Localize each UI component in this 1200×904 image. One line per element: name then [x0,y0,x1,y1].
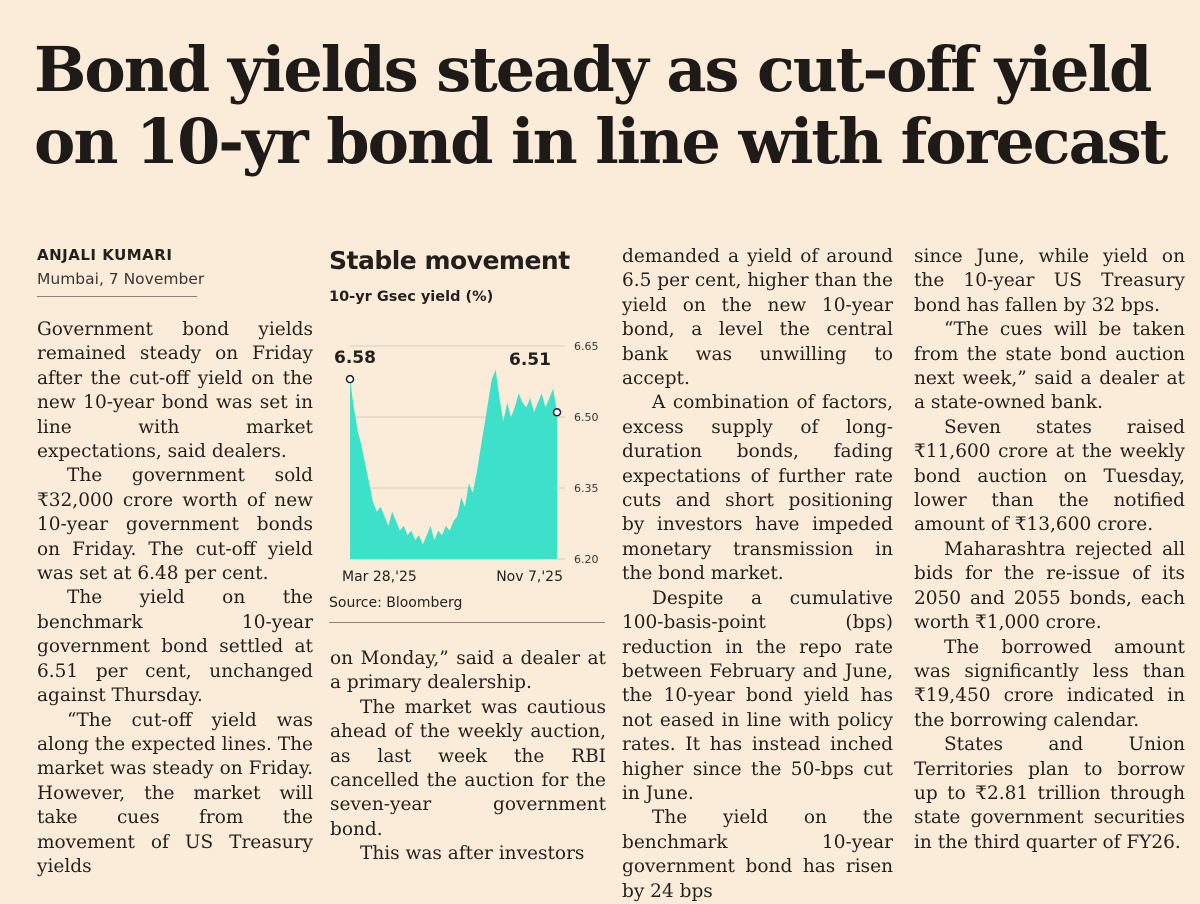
headline: Bond yields steady as cut-off yield on 1… [34,34,1184,178]
paragraph: The market was cautious ahead of the wee… [330,696,606,840]
byline-author: ANJALI KUMARI [37,246,173,264]
paragraph: “The cut-off yield was along the expecte… [37,709,313,877]
paragraph: on Monday,” said a dealer at a primary d… [330,648,606,694]
chart-title: Stable movement [329,246,570,275]
chart-divider [329,622,605,623]
paragraph: Government bond yields remained steady o… [37,319,313,463]
byline-divider [37,296,197,297]
paragraph: Maharashtra rejected all bids for the re… [914,538,1185,634]
chart-panel: Stable movement 10-yr Gsec yield (%) 6.2… [329,244,619,644]
x-tick-label: Nov 7,'25 [496,569,563,585]
paragraph: since June, while yield on the 10-year U… [914,246,1185,316]
byline-place-date: Mumbai, 7 November [37,270,205,288]
paragraph: The borrowed amount was significantly le… [914,636,1185,731]
article-column-3: demanded a yield of around 6.5 per cent,… [622,245,893,904]
paragraph: demanded a yield of around 6.5 per cent,… [622,246,893,390]
start-value-marker [345,374,355,384]
y-tick-label: 6.50 [574,411,599,424]
chart-subtitle: 10-yr Gsec yield (%) [329,289,494,305]
end-value-label: 6.51 [509,350,551,370]
x-tick-label: Mar 28,'25 [342,569,417,585]
headline-line-1: Bond yields steady as cut-off yield [34,33,1152,106]
paragraph: “The cues will be taken from the state b… [914,319,1185,414]
end-value-marker [552,408,562,417]
article-column-4: since June, while yield on the 10-year U… [914,245,1185,855]
paragraph: A combination of factors, excess supply … [622,392,893,585]
paragraph: The yield on the benchmark 10-year gover… [37,587,313,707]
article-column-2: on Monday,” said a dealer at a primary d… [330,647,606,867]
yield-chart: 6.20 6.35 6.50 6.65 Mar 28,'25 Nov 7,'25 6.5… [334,340,599,585]
headline-line-2: on 10-yr bond in line with forecast [34,105,1168,178]
paragraph: States and Union Territories plan to bor… [914,734,1185,853]
paragraph: Despite a cumulative 100-basis-point (bp… [622,587,893,804]
y-tick-label: 6.20 [574,553,599,566]
paragraph: This was after investors [360,843,585,865]
paragraph: The yield on the benchmark 10-year gover… [622,807,893,902]
paragraph: Seven states raised ₹11,600 crore at the… [914,416,1185,536]
y-tick-label: 6.65 [574,340,599,353]
chart-source: Source: Bloomberg [329,595,463,611]
article-column-1: Government bond yields remained steady o… [37,318,313,879]
yield-area [350,369,557,559]
y-tick-label: 6.35 [574,482,599,495]
start-value-label: 6.58 [334,348,376,368]
paragraph: The government sold ₹32,000 crore worth … [37,465,313,585]
